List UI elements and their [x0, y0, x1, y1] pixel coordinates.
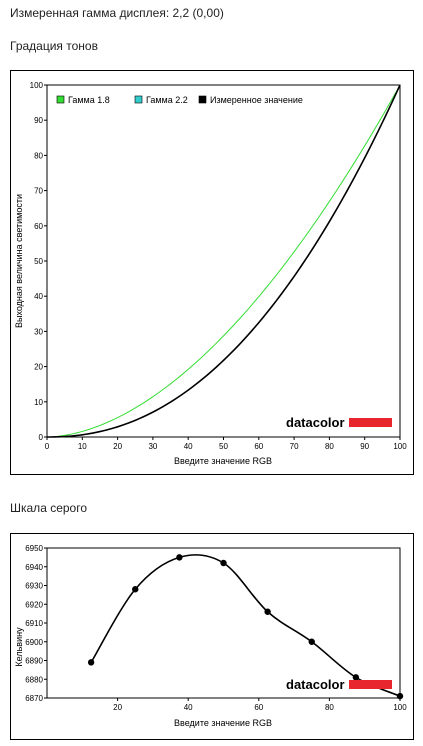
x-axis-label: Введите значение RGB [174, 456, 272, 466]
x-tick-label: 0 [45, 442, 50, 451]
y-tick-label: 6870 [25, 694, 43, 703]
x-tick-label: 90 [360, 442, 369, 451]
x-tick-label: 80 [325, 703, 334, 712]
y-axis-label: Кельвину [14, 627, 24, 667]
y-tick-label: 50 [34, 257, 43, 266]
series-line-0 [46, 84, 401, 438]
x-axis-label: Введите значение RGB [174, 718, 272, 728]
plot-area [46, 547, 401, 699]
tone-gradation-chart: Выходная величина светимости Введите зна… [14, 81, 407, 466]
datacolor-logo: datacolor [286, 677, 392, 692]
datacolor-logo-bar [349, 680, 392, 689]
x-tick-label: 20 [113, 703, 122, 712]
y-tick-label: 6880 [25, 675, 43, 684]
datacolor-logo-text: datacolor [286, 677, 345, 692]
datacolor-logo-bar [349, 418, 392, 427]
measured-gamma-heading: Измеренная гамма дисплея: 2,2 (0,00) [10, 6, 224, 20]
datacolor-logo: datacolor [286, 415, 392, 430]
y-tick-label: 6940 [25, 563, 43, 572]
y-tick-label: 70 [34, 187, 43, 196]
data-point [176, 554, 183, 561]
grey-scale-heading: Шкала серого [10, 501, 88, 515]
legend-label: Измеренное значение [210, 95, 303, 105]
legend-swatch [198, 95, 207, 104]
x-tick-label: 40 [184, 442, 193, 451]
tone-gradation-chart-frame: Выходная величина светимости Введите зна… [10, 70, 414, 475]
grey-scale-chart: Кельвину Введите значение RGB 20 40 60 80 10… [14, 544, 407, 728]
x-tick-label: 10 [78, 442, 87, 451]
y-axis-label: Выходная величина светимости [14, 194, 24, 328]
series-line-0 [90, 554, 401, 697]
x-tick-label: 50 [219, 442, 228, 451]
chart-legend: Гамма 1.8 Гамма 2.2 Измеренное значение [56, 95, 303, 105]
x-tick-label: 100 [393, 703, 407, 712]
y-tick-label: 20 [34, 363, 43, 372]
y-tick-label: 6950 [25, 544, 43, 553]
y-tick-label: 60 [34, 222, 43, 231]
data-point [132, 586, 139, 593]
y-tick-label: 0 [39, 433, 44, 442]
grey-scale-chart-frame: Кельвину Введите значение RGB 20 40 60 80 10… [10, 533, 414, 740]
y-tick-label: 6910 [25, 619, 43, 628]
y-tick-label: 80 [34, 151, 43, 160]
data-point [352, 674, 360, 681]
tone-gradation-heading: Градация тонов [10, 39, 98, 53]
x-tick-label: 70 [290, 442, 299, 451]
data-point [264, 608, 271, 615]
x-tick-label: 40 [184, 703, 193, 712]
plot-area [46, 84, 401, 438]
x-tick-label: 30 [148, 442, 157, 451]
data-point [308, 638, 315, 645]
y-tick-label: 6930 [25, 582, 43, 591]
y-tick-label: 30 [34, 327, 43, 336]
y-tick-label: 100 [30, 81, 44, 90]
legend-label: Гамма 1.8 [68, 95, 110, 105]
data-point [87, 659, 95, 666]
legend-swatch [56, 95, 65, 104]
x-tick-label: 80 [325, 442, 334, 451]
data-point [396, 692, 404, 700]
y-tick-label: 10 [34, 398, 43, 407]
series-line-2 [46, 84, 401, 438]
series-line-1 [46, 84, 401, 438]
x-tick-label: 100 [393, 442, 407, 451]
y-tick-label: 40 [34, 292, 43, 301]
y-tick-label: 6890 [25, 657, 43, 666]
legend-label: Гамма 2.2 [146, 95, 188, 105]
y-tick-label: 6920 [25, 600, 43, 609]
data-point [220, 559, 227, 567]
legend-swatch [134, 95, 143, 104]
datacolor-logo-text: datacolor [286, 415, 345, 430]
x-tick-label: 60 [254, 703, 263, 712]
y-tick-label: 6900 [25, 638, 43, 647]
x-tick-label: 60 [254, 442, 263, 451]
y-tick-label: 90 [34, 116, 43, 125]
x-tick-label: 20 [113, 442, 122, 451]
